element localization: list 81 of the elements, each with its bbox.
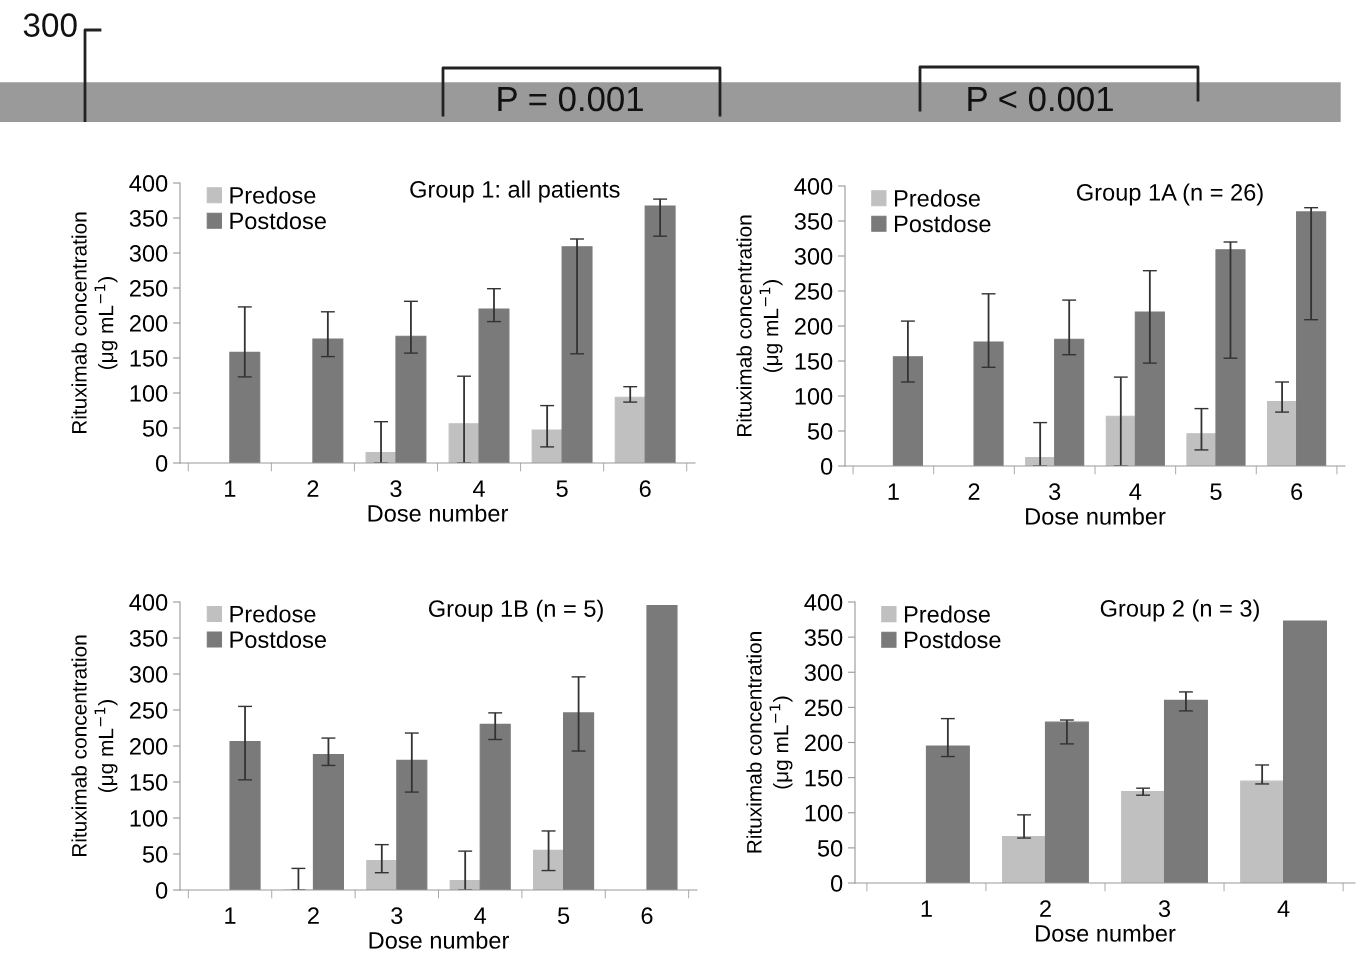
x-tick-label: 3 (391, 907, 403, 925)
y-tick-label: 300 (794, 248, 833, 265)
y-tick-label: 300 (804, 664, 843, 682)
y-tick-label: 400 (129, 594, 168, 611)
y-tick-label: 0 (820, 458, 833, 475)
y-tick-label: 250 (129, 280, 168, 297)
y-tick-label: 150 (130, 350, 168, 367)
x-tick-label: 6 (639, 480, 651, 498)
y-tick-label: 0 (155, 882, 168, 899)
legend-label: Postdose (230, 630, 326, 649)
y-tick-label: 0 (155, 455, 168, 472)
y-tick-label: 300 (129, 245, 168, 262)
text: 300 (23, 13, 77, 37)
y-axis-title: Rituximab concentration (μg mL$^{−1}$) (71, 635, 118, 857)
y-tick-label: 50 (817, 839, 843, 857)
y-tick-label: 100 (795, 388, 833, 405)
y-tick-label: 100 (805, 804, 843, 822)
x-tick-label: 2 (968, 483, 980, 500)
x-tick-label: 1 (921, 900, 932, 917)
y-tick-label: 300 (129, 666, 168, 683)
y-tick-label: 250 (804, 699, 843, 717)
x-axis-title: Dose number (369, 931, 509, 949)
x-tick-label: 1 (225, 480, 236, 497)
y-tick-label: 150 (795, 353, 833, 370)
y-tick-label: 50 (142, 846, 168, 863)
x-tick-label: 3 (1049, 483, 1061, 501)
legend-label: Predose (230, 605, 316, 623)
x-tick-label: 5 (557, 907, 570, 925)
y-tick-label: 200 (804, 734, 843, 752)
legend-label: Postdose (230, 211, 326, 230)
x-tick-label: 4 (1129, 483, 1142, 500)
y-tick-label: 200 (129, 738, 168, 755)
x-tick-label: 6 (1291, 483, 1303, 501)
x-tick-label: 1 (225, 907, 236, 924)
x-axis-title: Dose number (368, 504, 508, 522)
y-tick-label: 400 (794, 178, 833, 195)
x-axis-title: Dose number (1026, 507, 1166, 525)
chart-title: Group 1B (n = 5) (428, 599, 603, 622)
y-tick-label: 50 (142, 420, 168, 437)
text: P = 0.001 (498, 86, 643, 112)
y-tick-label: 350 (129, 210, 168, 227)
x-tick-label: 2 (307, 480, 319, 497)
y-tick-label: 400 (129, 175, 168, 192)
y-axis-title: Rituximab concentration (μg mL$^{−1}$) (746, 632, 793, 853)
y-tick-label: 50 (807, 423, 833, 440)
y-tick-label: 100 (130, 810, 168, 827)
x-tick-label: 4 (474, 907, 487, 924)
y-tick-label: 350 (794, 213, 833, 230)
x-tick-label: 4 (1277, 900, 1290, 917)
x-tick-label: 5 (556, 480, 568, 498)
x-tick-label: 2 (1040, 900, 1051, 917)
y-tick-label: 150 (805, 769, 843, 787)
text: P < 0.001 (968, 86, 1113, 112)
legend-label: Predose (230, 186, 316, 204)
chart-title: Group 1A (n = 26) (1077, 183, 1263, 206)
x-tick-label: 3 (390, 480, 402, 498)
legend-label: Postdose (894, 214, 991, 233)
y-axis-title: Rituximab concentration (μg mL$^{−1}$) (71, 212, 118, 434)
x-axis-title: Dose number (1036, 924, 1176, 942)
y-tick-label: 200 (129, 315, 168, 332)
legend-label: Predose (894, 189, 980, 207)
y-tick-label: 400 (804, 594, 843, 611)
y-tick-label: 150 (130, 774, 168, 791)
legend-label: Predose (904, 605, 990, 623)
y-tick-label: 0 (830, 875, 843, 892)
y-tick-label: 350 (804, 629, 843, 646)
chart-title: Group 2 (n = 3) (1100, 599, 1259, 622)
x-tick-label: 6 (641, 907, 653, 925)
chart-title: Group 1: all patients (410, 180, 620, 203)
x-tick-label: 1 (888, 483, 899, 500)
y-tick-label: 250 (129, 702, 168, 719)
y-tick-label: 350 (129, 630, 168, 647)
x-tick-label: 3 (1158, 900, 1171, 918)
y-tick-label: 100 (130, 385, 168, 402)
x-tick-label: 2 (308, 907, 319, 924)
y-axis-title: Rituximab concentration (μg mL$^{−1}$) (736, 215, 783, 437)
x-tick-label: 4 (473, 480, 485, 497)
legend-label: Postdose (904, 630, 1001, 649)
y-tick-label: 200 (794, 318, 833, 335)
y-tick-label: 250 (794, 283, 833, 300)
x-tick-label: 5 (1210, 483, 1222, 501)
